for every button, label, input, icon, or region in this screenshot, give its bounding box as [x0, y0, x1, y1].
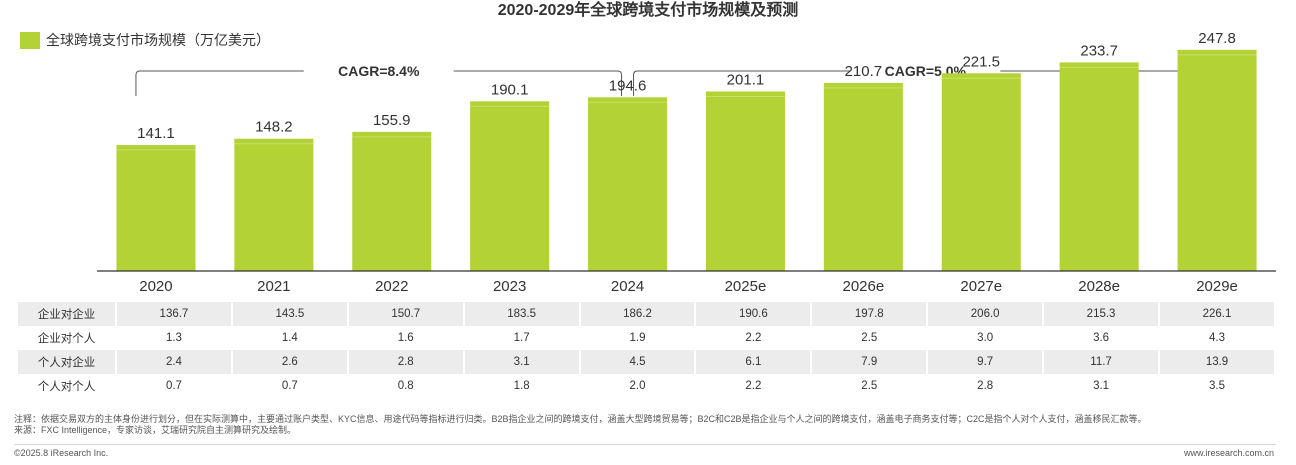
row-label: 个人对个人 [37, 381, 96, 393]
table-cell: 1.4 [281, 332, 298, 344]
cagr-bracket-1 [135, 70, 623, 96]
table-cell: 197.8 [812, 302, 927, 326]
value-label-2021: 148.2 [255, 119, 293, 136]
value-label-2020: 141.1 [137, 125, 175, 142]
bar-2027e [941, 73, 1021, 271]
table-cell: 2.6 [232, 350, 347, 374]
table-cell: 150.7 [348, 302, 463, 326]
table-cell: 1.3 [165, 332, 182, 344]
x-tick-label-2027e: 2027e [960, 278, 1002, 295]
legend: 全球跨境支付市场规模（万亿美元） [20, 30, 270, 50]
bar-2028e [1059, 62, 1139, 272]
bar-2026e [823, 82, 903, 271]
table-cell: 136.7 [117, 302, 231, 326]
table-cell: 2.8 [348, 350, 463, 374]
table-cell: 4.3 [1209, 332, 1225, 344]
row-label: 企业对个人 [37, 333, 96, 345]
table-row: 个人对个人 0.7 0.7 0.8 1.8 2.0 2.2 2.5 2.8 3.1 3.5 [18, 374, 1274, 398]
x-tick-label-2028e: 2028e [1078, 278, 1120, 295]
table-cell: 11.7 [1044, 350, 1159, 374]
footer-divider [14, 444, 1276, 445]
table-cell: 3.6 [1093, 332, 1110, 344]
table-cell: 0.7 [281, 380, 298, 392]
table-cell: 7.9 [812, 350, 927, 374]
table-row: 企业对企业 136.7 143.5 150.7 183.5 186.2 190.6 197.8… [18, 302, 1274, 326]
table-cell: 183.5 [464, 302, 579, 326]
table-row: 个人对企业 2.4 2.6 2.8 3.1 4.5 6.1 7.9 9.7 11.7 13.9 [18, 350, 1274, 374]
table-cell: 3.5 [1209, 380, 1225, 392]
legend-label: 全球跨境支付市场规模（万亿美元） [46, 32, 270, 48]
table-cell: 1.6 [397, 332, 414, 344]
table-cell: 6.1 [696, 350, 811, 374]
row-label: 个人对企业 [18, 350, 115, 374]
table-cell: 206.0 [928, 302, 1043, 326]
table-cell: 13.9 [1160, 350, 1274, 374]
bar-2022 [352, 131, 432, 271]
x-tick-label-2026e: 2026e [842, 278, 884, 295]
x-tick-label-2022: 2022 [375, 278, 408, 295]
value-label-2023: 190.1 [491, 81, 529, 98]
table-cell: 1.9 [629, 332, 646, 344]
table-cell: 0.8 [397, 380, 414, 392]
bar-2020 [116, 145, 196, 271]
x-tick-label-2023: 2023 [493, 278, 526, 295]
value-label-2028e: 233.7 [1080, 42, 1118, 59]
bar-2025e [705, 91, 785, 271]
x-tick-label-2025e: 2025e [725, 278, 767, 295]
bar-2024 [588, 97, 668, 271]
table-cell: 2.5 [861, 332, 878, 344]
table-cell: 3.1 [1093, 380, 1110, 392]
copyright: ©2025.8 iResearch Inc. [14, 448, 109, 458]
table-cell: 1.8 [513, 380, 530, 392]
value-label-2024: 194.6 [609, 77, 647, 94]
value-label-2029e: 247.8 [1198, 30, 1236, 47]
table-cell: 2.0 [629, 380, 646, 392]
table-cell: 215.3 [1044, 302, 1159, 326]
table-cell: 186.2 [580, 302, 695, 326]
value-label-2026e: 210.7 [845, 63, 883, 80]
value-label-2027e: 221.5 [962, 53, 1000, 70]
notes: 注释：依据交易双方的主体身份进行划分，但在实际测算中，主要通过账户类型、KYC信… [14, 414, 1284, 436]
value-label-2025e: 201.1 [727, 71, 765, 88]
x-tick-label-2029e: 2029e [1196, 278, 1238, 295]
table-cell: 2.5 [861, 380, 878, 392]
website-link[interactable]: www.iresearch.com.cn [1183, 448, 1274, 458]
table-cell: 2.2 [745, 380, 762, 392]
value-label-2022: 155.9 [373, 112, 411, 129]
table-cell: 1.7 [513, 332, 530, 344]
bar-2029e [1177, 49, 1257, 272]
row-label: 企业对企业 [18, 302, 115, 326]
table-cell: 2.2 [745, 332, 762, 344]
table-cell: 190.6 [696, 302, 811, 326]
table-cell: 226.1 [1160, 302, 1274, 326]
bar-2023 [470, 101, 550, 271]
x-tick-label-2024: 2024 [611, 278, 644, 295]
cagr-label-1: CAGR=8.4% [338, 63, 420, 79]
breakdown-table: 企业对企业 136.7 143.5 150.7 183.5 186.2 190.6 197.8… [16, 302, 1276, 398]
chart-title: 2020-2029年全球跨境支付市场规模及预测 [497, 2, 799, 19]
table-cell: 2.8 [977, 380, 994, 392]
table-row: 企业对个人 1.3 1.4 1.6 1.7 1.9 2.2 2.5 3.0 3.6 4.3 [18, 326, 1274, 350]
x-tick-label-2020: 2020 [139, 278, 172, 295]
table-cell: 3.1 [464, 350, 579, 374]
table-cell: 143.5 [232, 302, 347, 326]
table-cell: 3.0 [977, 332, 994, 344]
bar-2021 [234, 138, 314, 271]
table-cell: 2.4 [117, 350, 231, 374]
table-cell: 4.5 [580, 350, 695, 374]
table-cell: 0.7 [165, 380, 182, 392]
x-tick-label-2021: 2021 [257, 278, 290, 295]
note-text: 注释：依据交易双方的主体身份进行划分，但在实际测算中，主要通过账户类型、KYC信… [14, 414, 1147, 424]
legend-swatch [20, 31, 40, 49]
table-cell: 9.7 [928, 350, 1043, 374]
source-text: 来源：FXC Intelligence，专家访谈，艾瑞研究院自主测算研究及绘制。 [14, 425, 297, 435]
